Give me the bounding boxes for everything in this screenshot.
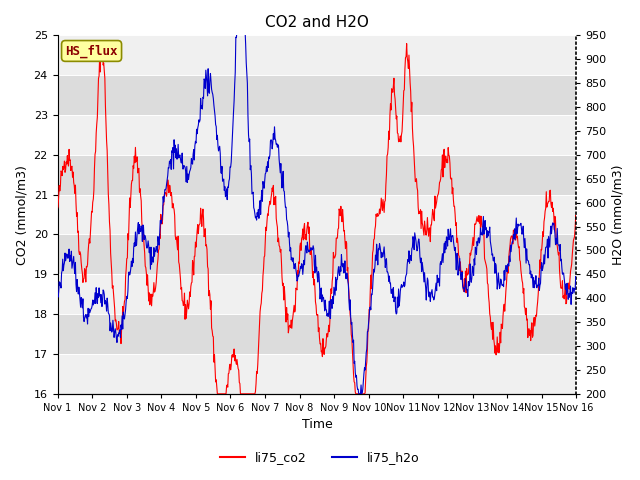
Bar	[58, 155, 576, 195]
Bar	[58, 36, 576, 75]
Legend: li75_co2, li75_h2o: li75_co2, li75_h2o	[215, 446, 425, 469]
Bar	[58, 314, 576, 354]
Y-axis label: CO2 (mmol/m3): CO2 (mmol/m3)	[15, 165, 28, 264]
Bar	[58, 275, 576, 314]
Bar	[58, 354, 576, 394]
Y-axis label: H2O (mmol/m3): H2O (mmol/m3)	[612, 164, 625, 265]
X-axis label: Time: Time	[301, 419, 332, 432]
Text: HS_flux: HS_flux	[65, 44, 118, 58]
Bar	[58, 115, 576, 155]
Title: CO2 and H2O: CO2 and H2O	[265, 15, 369, 30]
Bar	[58, 235, 576, 275]
Bar	[58, 75, 576, 115]
Bar	[58, 195, 576, 235]
